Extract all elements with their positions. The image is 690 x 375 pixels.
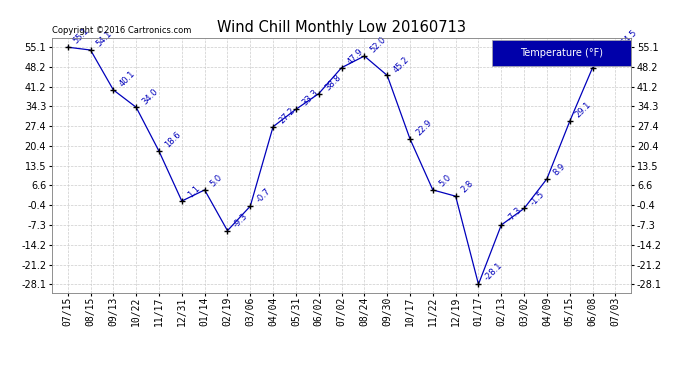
Text: 8.9: 8.9 [551, 162, 566, 177]
Text: 22.9: 22.9 [414, 118, 433, 138]
Text: 52.0: 52.0 [368, 35, 388, 55]
FancyBboxPatch shape [492, 40, 631, 66]
Text: 55.1: 55.1 [72, 27, 91, 46]
Text: 47.9: 47.9 [346, 47, 365, 66]
Text: 40.1: 40.1 [117, 69, 137, 88]
Text: -7.3: -7.3 [506, 206, 524, 224]
Text: -9.3: -9.3 [232, 211, 250, 229]
Text: 47.9: 47.9 [597, 47, 616, 66]
Text: -1.5: -1.5 [529, 189, 546, 207]
Text: 1.1: 1.1 [186, 184, 201, 200]
Text: 27.2: 27.2 [277, 106, 297, 125]
Text: -0.7: -0.7 [255, 187, 273, 205]
Text: 29.1: 29.1 [574, 100, 593, 120]
Text: 5.0: 5.0 [209, 173, 224, 189]
Text: 33.3: 33.3 [300, 88, 319, 108]
Text: 45.2: 45.2 [391, 55, 411, 74]
Text: 38.8: 38.8 [323, 73, 342, 92]
Text: 5.0: 5.0 [437, 173, 453, 189]
Text: -28.1: -28.1 [482, 261, 504, 283]
Text: 54.1: 54.1 [95, 29, 114, 49]
Text: 2.8: 2.8 [460, 179, 475, 195]
Text: Copyright ©2016 Cartronics.com: Copyright ©2016 Cartronics.com [52, 26, 191, 35]
Text: 54.5: 54.5 [620, 28, 639, 48]
Text: 34.0: 34.0 [140, 87, 160, 106]
Text: 18.6: 18.6 [163, 130, 183, 150]
Title: Wind Chill Monthly Low 20160713: Wind Chill Monthly Low 20160713 [217, 20, 466, 35]
Text: Temperature (°F): Temperature (°F) [520, 48, 603, 58]
